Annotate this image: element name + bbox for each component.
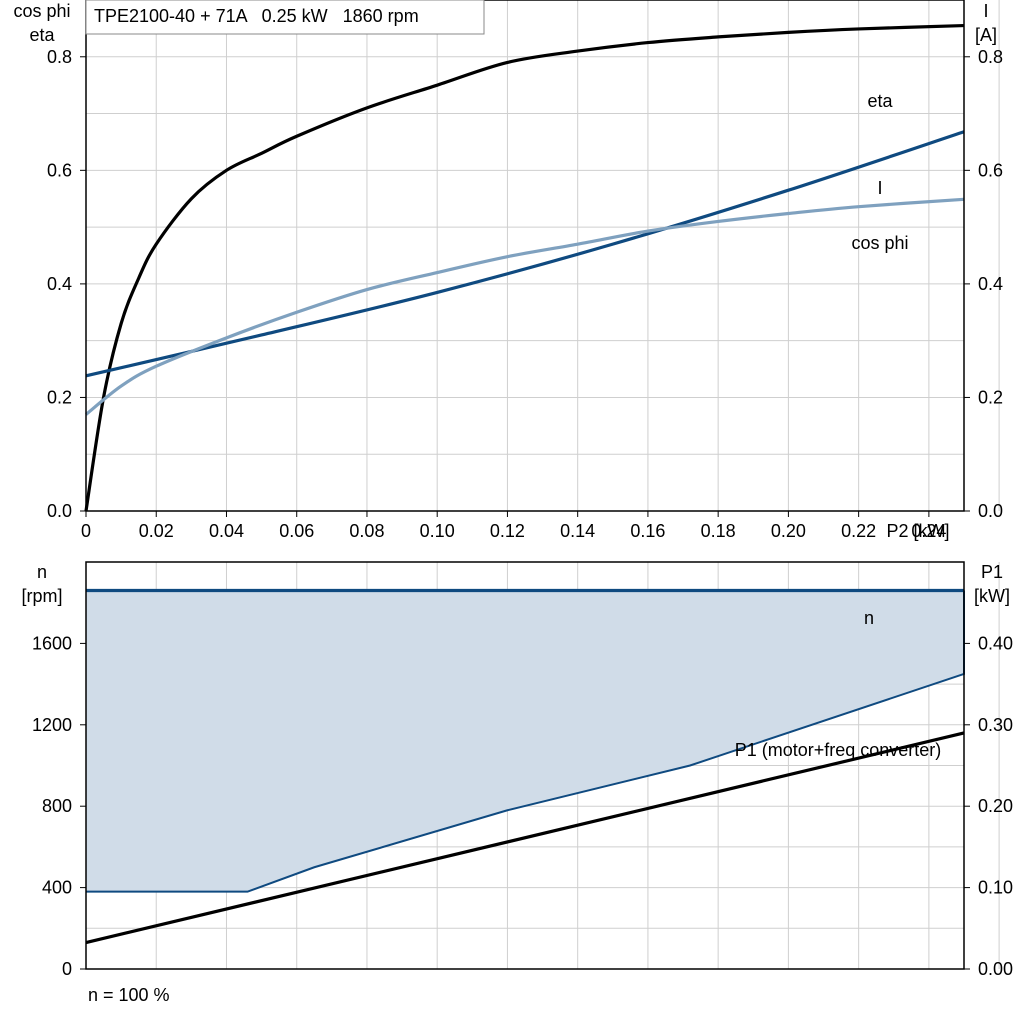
y-left-tick-label: 0.2	[47, 387, 72, 407]
y-left-tick-label: 0.6	[47, 160, 72, 180]
y-left-label-cosphi: cos phi	[13, 1, 70, 21]
y-right-tick-label: 0.20	[978, 796, 1013, 816]
top-panel-ticks: 0 0.02 0.04 0.06 0.08 0.10 0.12 0.14 0.16 0.18 0.2…	[47, 47, 1003, 541]
x-tick-label: 0.22	[841, 521, 876, 541]
y-right-label-kw: [kW]	[974, 586, 1010, 606]
top-panel-series	[84, 23, 965, 512]
y-right-tick-label: 0.00	[978, 959, 1013, 979]
x-tick-label: 0.10	[420, 521, 455, 541]
series-label-n: n	[864, 608, 874, 628]
y-left-tick-label: 1600	[32, 633, 72, 653]
series-label-i: I	[877, 178, 882, 198]
y-left-tick-label: 0.4	[47, 274, 72, 294]
series-label-eta: eta	[867, 91, 893, 111]
series-label-p1: P1 (motor+freq converter)	[735, 740, 942, 760]
bottom-panel-ticks: 0 400 800 1200 1600 0.00 0.10 0.20 0.30 0.40	[32, 633, 1013, 979]
y-right-tick-label: 0.0	[978, 501, 1003, 521]
y-right-tick-label: 0.2	[978, 387, 1003, 407]
series-line-eta	[84, 23, 965, 512]
y-left-label-rpm: [rpm]	[21, 586, 62, 606]
top-panel-grid	[86, 0, 1000, 511]
x-tick-label: 0	[81, 521, 91, 541]
x-tick-label: 0.08	[349, 521, 384, 541]
x-tick-label: 0.16	[630, 521, 665, 541]
bottom-panel-frame	[85, 561, 965, 970]
top-panel-frame	[85, 0, 965, 512]
y-right-label-p1: P1	[981, 562, 1003, 582]
y-right-tick-label: 0.10	[978, 878, 1013, 898]
y-right-tick-label: 0.6	[978, 160, 1003, 180]
series-line-cos-phi	[84, 197, 965, 416]
y-left-tick-label: 1200	[32, 715, 72, 735]
y-right-label-i: I	[983, 1, 988, 21]
y-left-tick-label: 0	[62, 959, 72, 979]
y-right-tick-label: 0.30	[978, 715, 1013, 735]
y-right-tick-label: 0.8	[978, 47, 1003, 67]
x-tick-label: 0.18	[701, 521, 736, 541]
y-left-label-eta: eta	[29, 25, 55, 45]
title-box	[85, 0, 485, 35]
y-left-tick-label: 0.8	[47, 47, 72, 67]
y-right-tick-label: 0.40	[978, 633, 1013, 653]
series-line-i	[85, 130, 965, 378]
x-tick-label: 0.12	[490, 521, 525, 541]
y-right-tick-label: 0.4	[978, 274, 1003, 294]
series-line-p1	[85, 731, 965, 945]
y-left-tick-label: 0.0	[47, 501, 72, 521]
x-tick-label: 0.20	[771, 521, 806, 541]
x-tick-label: 0.06	[279, 521, 314, 541]
operating-area	[86, 590, 964, 892]
y-right-label-a: [A]	[975, 25, 997, 45]
y-left-tick-label: 400	[42, 878, 72, 898]
series-label-cosphi: cos phi	[851, 233, 908, 253]
speed-note: n = 100 %	[88, 985, 170, 1005]
x-axis-label: P2 [kW]	[886, 521, 949, 541]
x-tick-label: 0.04	[209, 521, 244, 541]
x-tick-label: 0.02	[139, 521, 174, 541]
bottom-panel-series	[85, 588, 965, 945]
x-tick-label: 0.14	[560, 521, 595, 541]
x-tick-label: 0.24	[911, 521, 946, 541]
y-left-label-n: n	[37, 562, 47, 582]
y-left-tick-label: 800	[42, 796, 72, 816]
chart-title: TPE2100-40 + 71A 0.25 kW 1860 rpm	[94, 6, 419, 26]
